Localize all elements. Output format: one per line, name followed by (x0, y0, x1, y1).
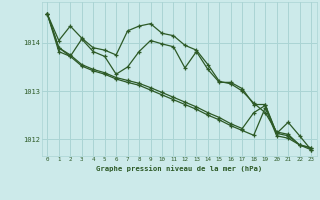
X-axis label: Graphe pression niveau de la mer (hPa): Graphe pression niveau de la mer (hPa) (96, 165, 262, 172)
